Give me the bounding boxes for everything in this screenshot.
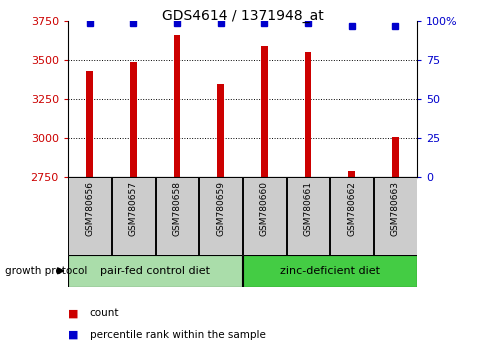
Text: zinc-deficient diet: zinc-deficient diet bbox=[279, 266, 379, 276]
Bar bbox=[155, 177, 198, 255]
Bar bbox=[391, 137, 398, 177]
Text: GSM780660: GSM780660 bbox=[259, 181, 268, 236]
Text: ■: ■ bbox=[68, 308, 78, 318]
Text: GDS4614 / 1371948_at: GDS4614 / 1371948_at bbox=[161, 9, 323, 23]
Text: GSM780657: GSM780657 bbox=[129, 181, 137, 236]
Bar bbox=[286, 177, 329, 255]
Bar bbox=[130, 62, 136, 177]
Bar bbox=[68, 255, 242, 287]
Bar bbox=[330, 177, 372, 255]
Text: GSM780663: GSM780663 bbox=[390, 181, 399, 236]
Bar bbox=[304, 52, 311, 177]
Text: GSM780659: GSM780659 bbox=[216, 181, 225, 236]
Text: count: count bbox=[90, 308, 119, 318]
Bar bbox=[68, 177, 111, 255]
Text: percentile rank within the sample: percentile rank within the sample bbox=[90, 330, 265, 339]
Text: GSM780662: GSM780662 bbox=[347, 181, 355, 236]
Bar bbox=[173, 35, 180, 177]
Bar bbox=[260, 46, 267, 177]
Text: ■: ■ bbox=[68, 330, 78, 339]
Text: GSM780661: GSM780661 bbox=[303, 181, 312, 236]
Text: GSM780656: GSM780656 bbox=[85, 181, 94, 236]
Bar bbox=[373, 177, 416, 255]
Bar bbox=[199, 177, 242, 255]
Bar bbox=[86, 71, 93, 177]
Bar bbox=[112, 177, 154, 255]
Bar bbox=[242, 255, 416, 287]
Text: growth protocol: growth protocol bbox=[5, 266, 87, 276]
Bar bbox=[348, 171, 354, 177]
Bar bbox=[242, 177, 285, 255]
Text: pair-fed control diet: pair-fed control diet bbox=[100, 266, 210, 276]
Bar bbox=[217, 84, 224, 177]
Text: GSM780658: GSM780658 bbox=[172, 181, 181, 236]
